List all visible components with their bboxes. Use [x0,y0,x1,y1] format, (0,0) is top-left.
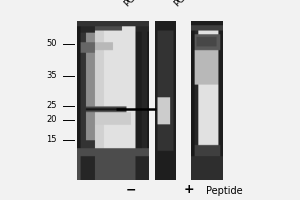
Text: PC-3: PC-3 [172,0,193,8]
Text: 50: 50 [46,40,57,48]
Text: 35: 35 [46,72,57,80]
Text: +: + [184,183,194,196]
Text: −: − [125,183,136,196]
Text: Peptide: Peptide [206,186,242,196]
Text: 15: 15 [46,136,57,144]
Text: 25: 25 [46,102,57,110]
Text: PC-3: PC-3 [123,0,144,8]
Text: 20: 20 [46,116,57,124]
